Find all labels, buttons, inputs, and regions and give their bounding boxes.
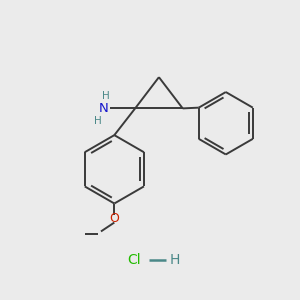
Text: H: H <box>102 91 110 101</box>
Text: H: H <box>94 116 102 126</box>
Text: H: H <box>170 253 181 267</box>
Text: O: O <box>110 212 119 226</box>
Text: Cl: Cl <box>127 253 140 267</box>
Text: N: N <box>99 102 109 115</box>
